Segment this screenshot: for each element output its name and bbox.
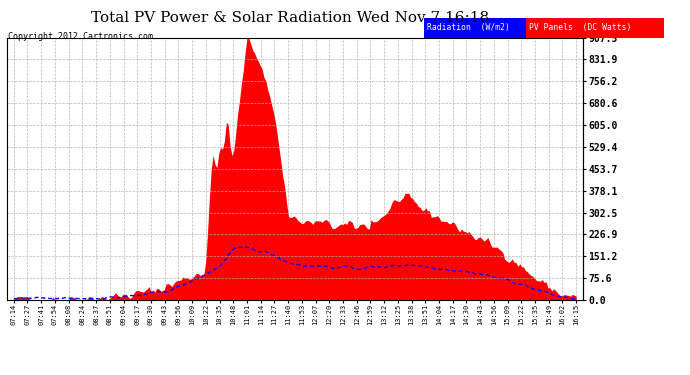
Text: Total PV Power & Solar Radiation Wed Nov 7 16:18: Total PV Power & Solar Radiation Wed Nov… [91, 11, 489, 25]
Text: Radiation  (W/m2): Radiation (W/m2) [427, 23, 510, 32]
Text: Copyright 2012 Cartronics.com: Copyright 2012 Cartronics.com [8, 32, 153, 41]
Text: PV Panels  (DC Watts): PV Panels (DC Watts) [529, 23, 631, 32]
